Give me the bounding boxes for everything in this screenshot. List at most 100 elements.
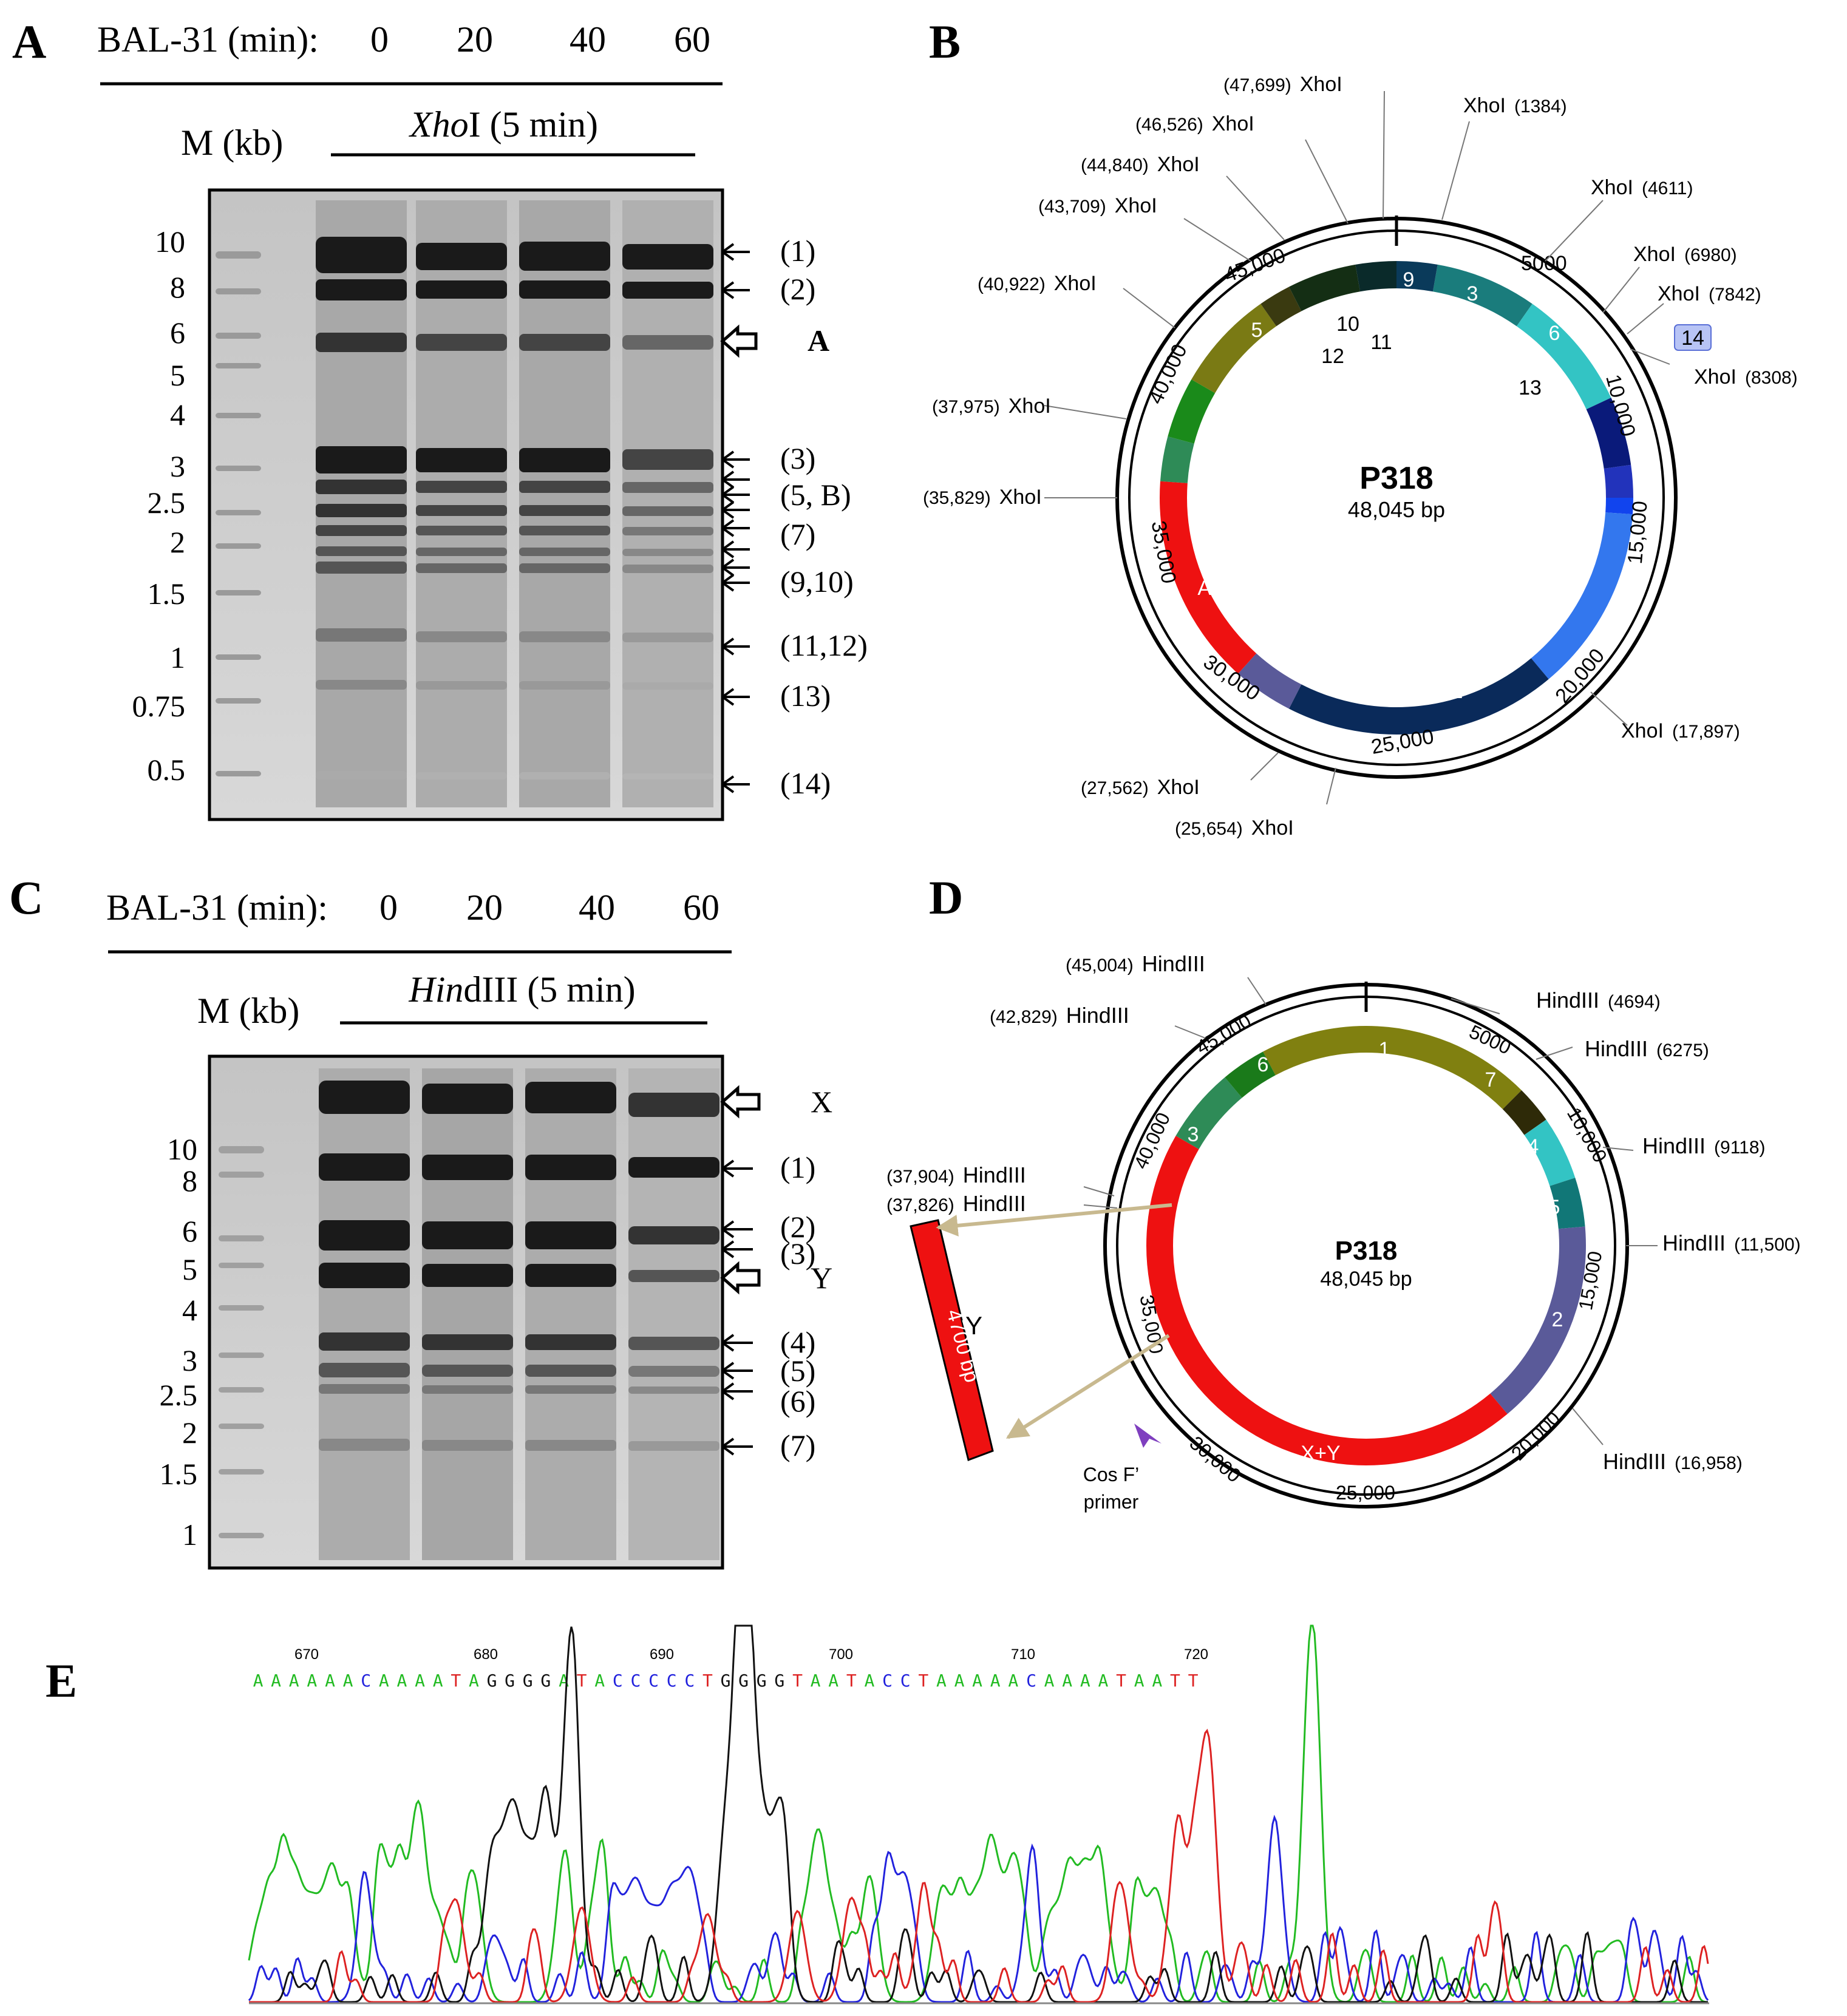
y-label: Y: [965, 1311, 982, 1340]
fragment-label: A+B: [1197, 577, 1237, 600]
y-fragment-arc: [910, 1219, 994, 1461]
band-label: (9,10): [780, 565, 854, 599]
size-label: 4: [182, 1293, 197, 1327]
fragment-arc: [1524, 1119, 1576, 1186]
base-letter: G: [757, 1671, 767, 1691]
band-label: X: [811, 1085, 832, 1119]
fragment-label: 6: [1549, 322, 1560, 345]
arrow-icon: [721, 501, 750, 519]
base-letter: A: [289, 1671, 299, 1691]
enzyme-label: HindIII (5 min): [408, 969, 635, 1010]
panel-a-letter: A: [12, 15, 46, 68]
hollow-arrow-icon: [720, 1085, 761, 1119]
time-20: 20: [457, 19, 493, 59]
hindiii-sites: (45,004) HindIII HindIII (4694) (42,829) Hi…: [886, 951, 1801, 1474]
primer-label-2: primer: [1084, 1491, 1139, 1513]
fragment-label: 7: [1194, 440, 1205, 463]
boxed-label: 14: [1681, 327, 1704, 350]
restriction-site: (37,826) HindIII: [886, 1191, 1026, 1216]
base-letter: G: [487, 1671, 497, 1691]
base-letter: C: [361, 1671, 371, 1691]
plasmid-name: P318: [1335, 1236, 1398, 1266]
band-label: (7): [780, 517, 815, 551]
base-letter: G: [540, 1671, 551, 1691]
fragment-arc: [1355, 261, 1396, 292]
fragment-labels-d: 1 7 4 5 2 X+Y 3 6: [1188, 1038, 1563, 1465]
fragment-label: 4: [1528, 1135, 1539, 1158]
fragment-arc: [1502, 1090, 1546, 1135]
fragment-label: 13: [1519, 376, 1542, 399]
restriction-site: (46,526) XhoI: [1135, 112, 1254, 135]
arrow-icon: [721, 688, 750, 706]
base-letter: A: [954, 1671, 965, 1691]
fragment-arc: [1366, 1026, 1522, 1110]
position-label: 670: [294, 1646, 319, 1663]
restriction-site: (43,709) XhoI: [1038, 194, 1157, 217]
restriction-site: HindIII (16,958): [1603, 1449, 1743, 1474]
restriction-site: (47,699) XhoI: [1223, 73, 1342, 96]
restriction-site: (45,004) HindIII: [1066, 951, 1205, 976]
ruler-tick: 5000: [1521, 252, 1567, 275]
panel-a: A BAL-31 (min): 0 20 40 60 M (kb) XhoI (…: [12, 15, 868, 821]
time-60: 60: [683, 888, 719, 928]
band-arrows-a: [720, 243, 758, 793]
restriction-site: XhoI (7842): [1658, 282, 1761, 305]
restriction-site: (44,840) XhoI: [1081, 153, 1200, 176]
fragment-label: 4: [1212, 385, 1223, 409]
size-label: 8: [182, 1164, 197, 1198]
fragment-arc: [1288, 658, 1549, 735]
hollow-arrow-icon: [720, 1261, 761, 1295]
base-letter: C: [613, 1671, 623, 1691]
size-label: 2.5: [160, 1378, 198, 1412]
band-label: (5): [780, 1354, 815, 1388]
fragment-labels-b: 9 3 6 13 1 2 8 A+B 7 4 5 10 11 12: [1194, 268, 1600, 703]
arrow-icon: [721, 1159, 753, 1178]
fragment-arc: [1160, 436, 1194, 483]
restriction-site: XhoI (1384): [1463, 94, 1567, 117]
base-letter: T: [577, 1671, 587, 1691]
band-label: (3): [780, 1237, 815, 1271]
base-letter: T: [1170, 1671, 1180, 1691]
fragment-arc: [1531, 512, 1633, 679]
arrow-icon: [721, 775, 750, 793]
xhoi-site-leaders: [1044, 90, 1670, 805]
band-label: (1): [780, 1150, 815, 1184]
arrow-icon: [721, 540, 750, 558]
size-label: 10: [155, 225, 185, 259]
band-label: (1): [780, 234, 815, 268]
primer-arrow-icon: [1134, 1424, 1162, 1448]
fragment-arc: [1490, 1226, 1586, 1414]
trace-c: [248, 1814, 1709, 2003]
base-letter: T: [846, 1671, 857, 1691]
arrow-icon: [721, 470, 750, 489]
fragment-label: 7: [1485, 1068, 1497, 1091]
size-label: 2: [170, 525, 185, 559]
base-letter: G: [721, 1671, 731, 1691]
base-letter: G: [738, 1671, 749, 1691]
pointer-arrow: [1005, 1334, 1170, 1439]
position-label: 680: [474, 1646, 498, 1663]
base-letter: C: [630, 1671, 641, 1691]
base-letter: A: [864, 1671, 874, 1691]
size-label: 1: [170, 640, 185, 674]
trace-t: [249, 1728, 1709, 2003]
restriction-site: XhoI (8308): [1694, 365, 1798, 389]
fragment-label: 12: [1321, 345, 1344, 368]
fragment-arc: [1604, 464, 1633, 498]
band-label: (3): [780, 441, 815, 475]
size-label: 2: [182, 1416, 197, 1450]
arrow-icon: [721, 486, 750, 504]
base-letter: C: [900, 1671, 911, 1691]
marker-lane-a: [216, 251, 261, 776]
base-letter: A: [343, 1671, 353, 1691]
restriction-site: XhoI (4611): [1591, 176, 1693, 199]
time-40: 40: [579, 888, 615, 928]
fragment-arc: [1432, 264, 1532, 327]
base-letter: T: [1188, 1671, 1199, 1691]
arrow-icon: [721, 1437, 753, 1456]
restriction-site: (27,562) XhoI: [1081, 776, 1200, 799]
base-letter: A: [253, 1671, 264, 1691]
trace-g: [249, 1624, 1708, 2003]
base-letter: A: [1062, 1671, 1072, 1691]
fragment-arc: [1238, 653, 1302, 709]
